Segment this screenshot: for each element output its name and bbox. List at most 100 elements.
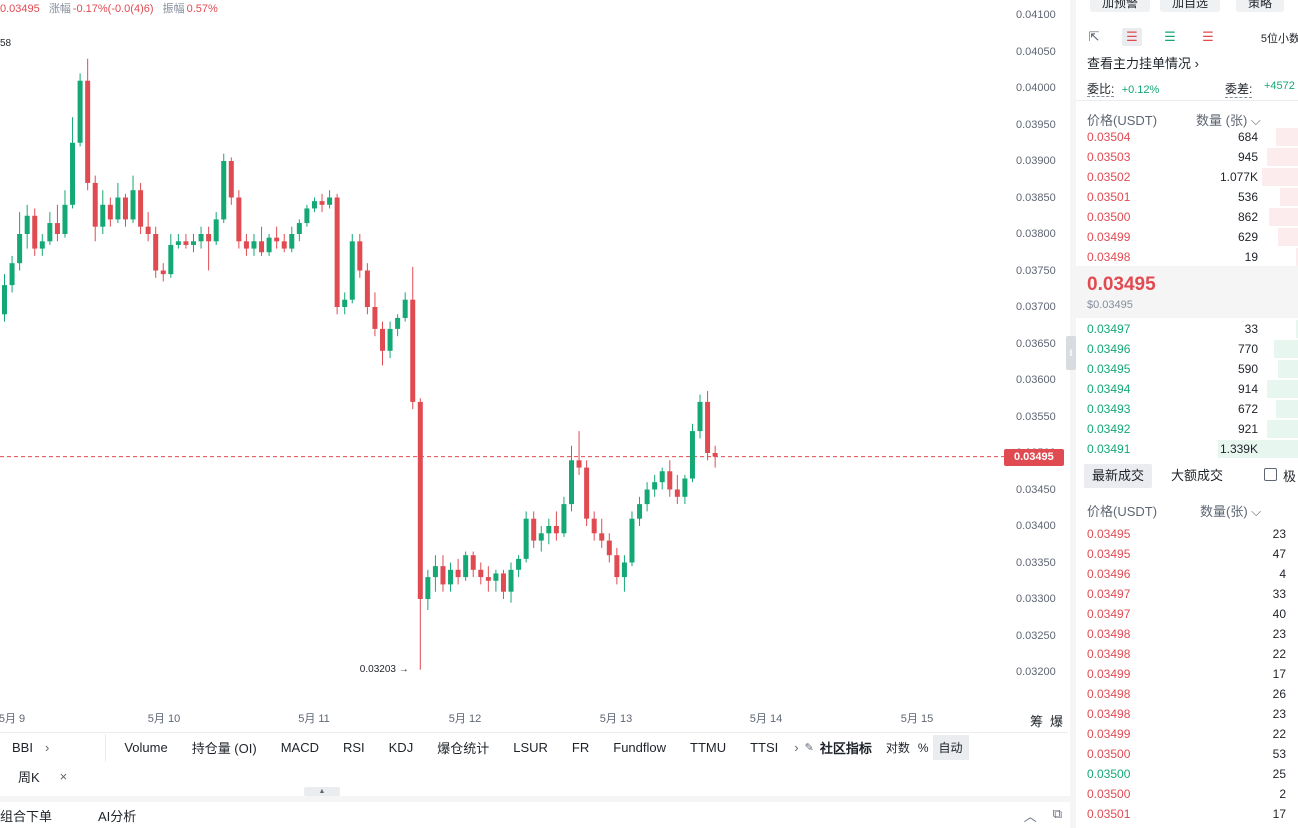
log-scale-toggle[interactable]: 对数 xyxy=(885,741,910,755)
candle xyxy=(289,226,295,253)
bids-view-icon[interactable]: ☰ xyxy=(1164,29,1176,44)
candle-body xyxy=(380,328,385,351)
chevron-up-icon[interactable]: ︿ xyxy=(1023,808,1037,824)
indicator-bbi[interactable]: BBI xyxy=(12,740,33,755)
bid-row[interactable]: 0.03496 770 xyxy=(1076,339,1298,359)
period-tag[interactable]: 周K xyxy=(18,769,40,785)
candle xyxy=(70,117,76,209)
candle-body xyxy=(659,471,665,483)
candle xyxy=(342,292,348,315)
candle xyxy=(440,555,446,592)
candle-body xyxy=(54,223,60,234)
candle xyxy=(591,511,597,541)
candle xyxy=(584,460,590,526)
tab-combo-order[interactable]: 组合下单 xyxy=(0,808,53,824)
ohlc-bar: 0.03495 涨幅 -0.17%(-0.0(4)6) 振幅 0.57% xyxy=(0,0,224,15)
collapse-panel-icon[interactable]: ‖ xyxy=(1066,336,1076,370)
bid-row[interactable]: 0.03495 590 xyxy=(1076,359,1298,379)
trade-row: 0.03498 23 xyxy=(1076,624,1298,644)
candle xyxy=(100,190,106,234)
candle xyxy=(175,234,181,249)
candle xyxy=(236,190,242,249)
indicator-ttsi[interactable]: TTSI xyxy=(750,740,779,755)
chevron-right-icon[interactable]: › xyxy=(44,740,50,755)
decimals-select[interactable]: 5位小数 xyxy=(1260,33,1298,45)
bid-row[interactable]: 0.03497 33 xyxy=(1076,319,1298,339)
liquidation-toggle[interactable]: 爆 xyxy=(1050,714,1064,729)
community-indicators[interactable]: 社区指标 xyxy=(819,741,872,756)
candle xyxy=(281,234,287,253)
indicator-volume[interactable]: Volume xyxy=(124,740,168,755)
ratio-row: 委比: +0.12% 委差: +4572 xyxy=(1087,80,1298,98)
edit-icon[interactable]: ✎ xyxy=(804,742,814,754)
both-sides-view-icon[interactable]: ☰ xyxy=(1122,28,1142,46)
indicator-oi[interactable]: 持仓量 (OI) xyxy=(191,741,257,756)
candle-body xyxy=(153,234,159,271)
indicator-fundflow[interactable]: Fundflow xyxy=(613,740,666,755)
indicator-kdj[interactable]: KDJ xyxy=(388,740,414,755)
export-icon[interactable]: ⇱ xyxy=(1088,29,1100,44)
candle-body xyxy=(281,241,287,249)
candle xyxy=(644,482,650,512)
bid-row[interactable]: 0.03493 672 xyxy=(1076,399,1298,419)
bid-row[interactable]: 0.03494 914 xyxy=(1076,379,1298,399)
trade-qty: 26 xyxy=(1272,687,1286,701)
filter-checkbox[interactable] xyxy=(1264,468,1277,481)
qty-column-header[interactable]: 数量 (张) ⌵ xyxy=(1196,113,1261,128)
candle-body xyxy=(213,219,219,242)
ask-row[interactable]: 0.03499 629 xyxy=(1076,227,1298,247)
tab-large-trades[interactable]: 大额成交 xyxy=(1171,468,1224,483)
tab-latest-trades[interactable]: 最新成交 xyxy=(1084,464,1153,488)
trade-qty: 23 xyxy=(1272,627,1286,641)
candle xyxy=(395,314,401,337)
price-tick-label: 0.03800 xyxy=(1016,228,1056,240)
price-tick-label: 0.03250 xyxy=(1016,629,1056,642)
candle-body xyxy=(606,540,612,556)
ask-row[interactable]: 0.03502 1.077K xyxy=(1076,167,1298,187)
candle xyxy=(493,569,499,592)
ask-row[interactable]: 0.03504 684 xyxy=(1076,127,1298,147)
asks-view-icon[interactable]: ☰ xyxy=(1202,29,1214,44)
trade-qty-header[interactable]: 数量(张) ⌵ xyxy=(1200,504,1262,519)
ask-row[interactable]: 0.03503 945 xyxy=(1076,147,1298,167)
candle xyxy=(160,263,166,282)
drag-handle-icon[interactable]: ▲ xyxy=(304,787,340,796)
chevron-right-icon[interactable]: › xyxy=(794,740,799,755)
price-tick-label: 0.04050 xyxy=(1016,45,1056,58)
candle xyxy=(168,234,174,278)
candle xyxy=(432,555,438,592)
candle xyxy=(576,431,582,475)
ask-row[interactable]: 0.03500 862 xyxy=(1076,207,1298,227)
ask-row[interactable]: 0.03498 19 xyxy=(1076,247,1298,267)
candlestick-plot[interactable] xyxy=(0,0,1004,700)
candle xyxy=(130,175,136,224)
strategy-button[interactable]: 策略 xyxy=(1236,0,1285,12)
trade-row: 0.03499 22 xyxy=(1076,724,1298,744)
indicator-macd[interactable]: MACD xyxy=(280,740,319,755)
auto-scale-toggle[interactable]: 自动 xyxy=(932,735,969,760)
indicator-fr[interactable]: FR xyxy=(571,740,590,755)
indicator-lsur[interactable]: LSUR xyxy=(513,740,548,755)
candle xyxy=(259,226,265,256)
add-watchlist-button[interactable]: 加自选 xyxy=(1160,0,1221,12)
expand-icon[interactable]: ⧉ xyxy=(1052,805,1062,821)
candle-body xyxy=(621,562,627,578)
bid-row[interactable]: 0.03492 921 xyxy=(1076,419,1298,439)
indicator-rsi[interactable]: RSI xyxy=(342,740,365,755)
chip-toggle[interactable]: 筹 xyxy=(1030,714,1044,729)
close-icon[interactable]: × xyxy=(59,768,68,784)
candle xyxy=(652,474,658,497)
order-qty: 1.077K xyxy=(1219,170,1258,184)
candle-body xyxy=(198,234,204,242)
bid-row[interactable]: 0.03491 1.339K xyxy=(1076,439,1298,459)
indicator-ttmu[interactable]: TTMU xyxy=(690,740,727,755)
add-alert-button[interactable]: 加预警 xyxy=(1090,0,1151,12)
main-orders-link[interactable]: 查看主力挂单情况 › xyxy=(1087,53,1199,72)
ask-row[interactable]: 0.03501 536 xyxy=(1076,187,1298,207)
percent-scale-toggle[interactable]: % xyxy=(917,740,929,755)
tab-ai-analysis[interactable]: AI分析 xyxy=(98,808,137,824)
candle-body xyxy=(402,299,408,318)
kline-chart[interactable]: 0.03495 涨幅 -0.17%(-0.0(4)6) 振幅 0.57% 58 0.… xyxy=(0,0,1068,732)
candle-body xyxy=(251,241,257,249)
indicator-liquidation[interactable]: 爆仓统计 xyxy=(437,741,490,756)
